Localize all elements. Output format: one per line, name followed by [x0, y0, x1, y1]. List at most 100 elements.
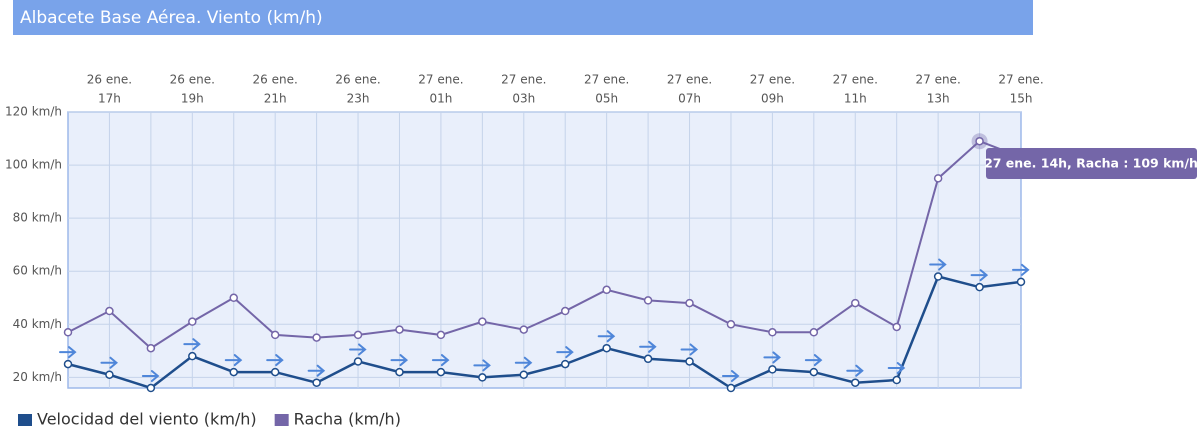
x-tick-label: 17h: [98, 92, 121, 106]
x-tick-label: 27 ene.: [750, 73, 795, 87]
point: [933, 174, 943, 183]
wind-arrow: [141, 370, 160, 382]
point: [312, 378, 321, 387]
point: [851, 378, 860, 387]
y-tick-label: 120 km/h: [5, 105, 62, 119]
point: [851, 298, 860, 308]
point: [146, 343, 156, 353]
x-tick-label: 03h: [512, 92, 535, 106]
x-tick-label: 27 ene.: [584, 73, 629, 87]
wind-arrow: [970, 269, 989, 282]
point: [809, 367, 819, 377]
wind-arrow: [887, 362, 906, 375]
point: [643, 354, 653, 364]
y-tick-label: 60 km/h: [13, 264, 62, 278]
point: [63, 328, 73, 337]
plot-area: [67, 111, 1022, 389]
point: [478, 317, 487, 326]
x-tick-label: 27 ene.: [833, 73, 878, 87]
point: [892, 375, 901, 385]
wind-arrow: [763, 351, 781, 364]
point: [809, 328, 819, 337]
chart-title: Albacete Base Aérea. Viento (km/h): [20, 8, 323, 28]
point: [436, 367, 446, 377]
x-tick-label: 26 ene.: [335, 73, 380, 87]
point: [395, 367, 404, 377]
point: [229, 367, 238, 377]
point: [975, 282, 984, 292]
point: [560, 306, 570, 316]
y-tick-label: 80 km/h: [13, 211, 62, 225]
wind-arrow: [929, 258, 947, 271]
wind-arrow: [266, 354, 284, 367]
point: [188, 317, 197, 326]
wind-arrow: [390, 354, 409, 367]
x-tick-label: 11h: [844, 92, 867, 106]
point: [768, 365, 777, 374]
x-tick-label: 23h: [347, 92, 370, 106]
point: [602, 285, 611, 295]
point: [726, 320, 736, 329]
x-tick-label: 13h: [927, 92, 950, 106]
series-line: [67, 275, 1022, 390]
wind-arrow: [514, 356, 533, 369]
wind-arrow: [59, 346, 77, 359]
point: [726, 383, 736, 393]
x-tick-label: 27 ene.: [501, 73, 546, 87]
legend-label: Velocidad del viento (km/h): [37, 410, 257, 429]
x-tick-label: 26 ene.: [170, 73, 215, 87]
y-tick-label: 100 km/h: [5, 158, 62, 172]
point: [519, 325, 529, 334]
tooltip-text: 27 ene. 14h, Racha : 109 km/h: [984, 156, 1198, 171]
wind-arrow: [639, 340, 657, 353]
wind-arrow: [100, 356, 118, 369]
x-tick-label: 27 ene.: [418, 73, 463, 87]
legend-swatch: [274, 414, 289, 426]
point: [685, 298, 694, 308]
wind-arrow: [846, 364, 864, 377]
x-tick-label: 27 ene.: [667, 73, 712, 87]
point: [353, 357, 363, 366]
point: [478, 373, 487, 382]
x-tick-label: 09h: [761, 92, 784, 106]
x-tick-label: 26 ene.: [87, 73, 132, 87]
x-tick-label: 15h: [1010, 92, 1033, 106]
point: [270, 330, 280, 340]
point: [270, 367, 280, 377]
y-tick-label: 40 km/h: [13, 317, 62, 331]
wind-arrow: [473, 359, 491, 372]
x-tick-label: 27 ene.: [915, 73, 960, 87]
point: [229, 293, 238, 303]
point: [685, 357, 694, 366]
point: [519, 370, 529, 379]
point: [63, 359, 73, 369]
point: [105, 306, 114, 316]
x-tick-label: 07h: [678, 92, 701, 106]
wind-arrow: [721, 370, 740, 382]
wind-arrow: [349, 343, 367, 356]
wind-arrow: [597, 330, 616, 343]
wind-arrow: [680, 343, 699, 356]
point: [436, 330, 446, 340]
y-tick-label: 20 km/h: [13, 370, 62, 384]
point: [768, 328, 777, 337]
legend-swatch: [18, 414, 32, 426]
wind-arrow: [224, 354, 243, 367]
x-tick-label: 19h: [181, 92, 204, 106]
x-tick-label: 27 ene.: [998, 73, 1043, 87]
series-line: [67, 140, 1022, 350]
point: [892, 322, 901, 332]
wind-arrow: [556, 346, 574, 359]
point: [188, 351, 197, 361]
title-bar: [13, 0, 1033, 35]
x-tick-label: 26 ene.: [253, 73, 298, 87]
point: [312, 333, 321, 342]
wind-arrow: [1012, 263, 1030, 276]
wind-arrow: [307, 364, 326, 377]
wind-arrow: [804, 354, 823, 367]
x-tick-label: 01h: [429, 92, 452, 106]
point: [643, 296, 653, 305]
wind-arrow: [431, 354, 450, 367]
